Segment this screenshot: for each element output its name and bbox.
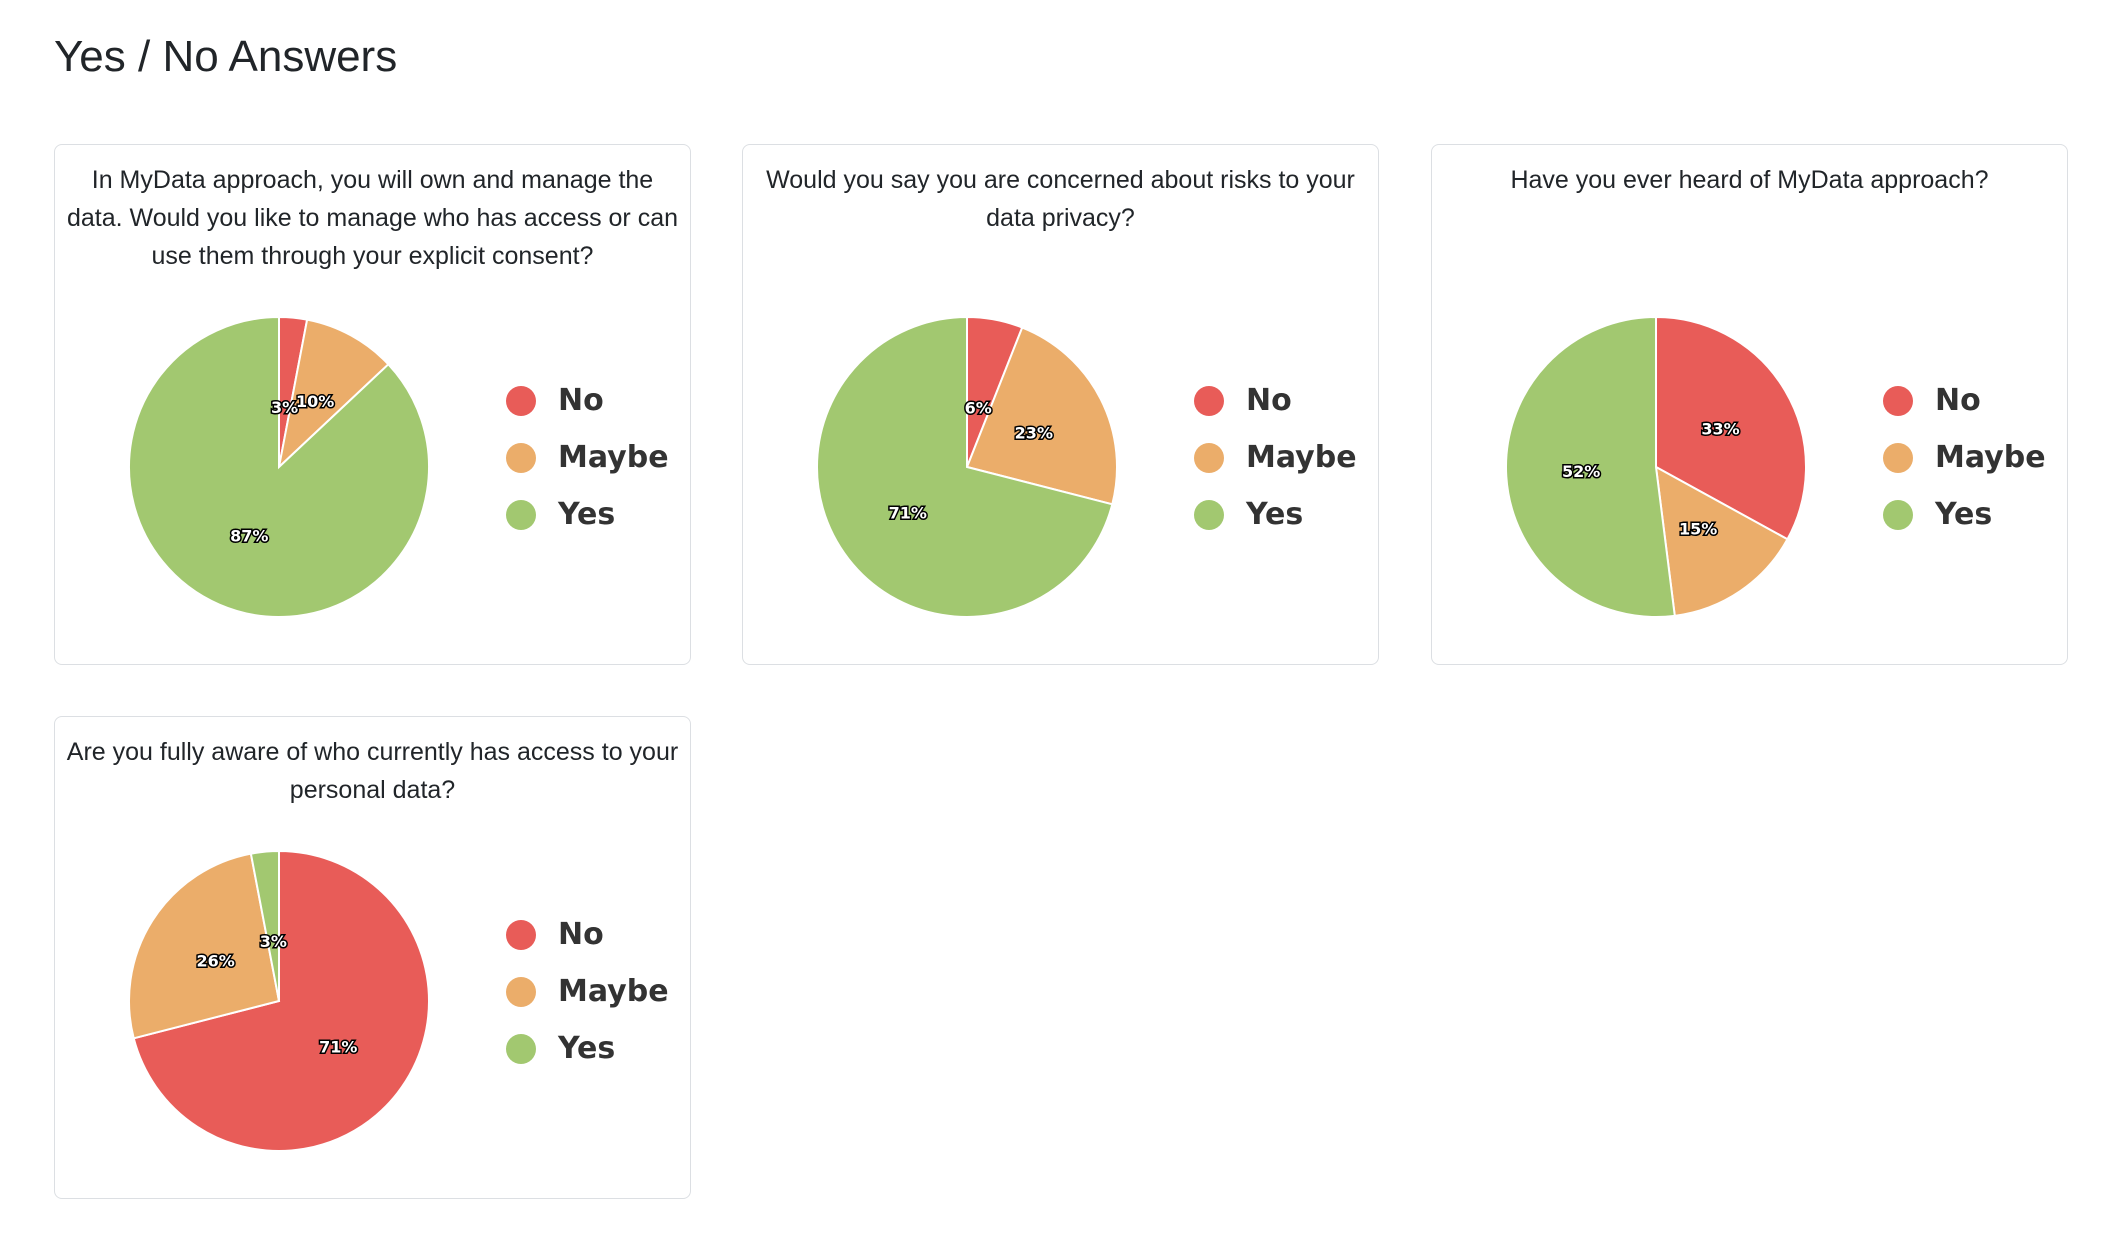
pie-slice-no (1655, 315, 1807, 541)
legend-label: Maybe (558, 440, 669, 475)
slice-label: 6% (965, 399, 992, 418)
legend-label: Yes (558, 1031, 616, 1066)
pie-slice-yes (816, 315, 1114, 618)
legend-label: Maybe (1246, 440, 1357, 475)
legend-label: No (558, 917, 604, 952)
legend-swatch (506, 499, 536, 530)
pie-slice-yes (1505, 315, 1676, 618)
legend-item-yes[interactable]: Yes (1883, 486, 2046, 543)
legend-swatch (506, 1033, 536, 1064)
pie-slice-maybe (965, 326, 1118, 506)
slice-label: 10% (296, 392, 334, 411)
legend-item-no[interactable]: No (506, 906, 669, 963)
pie-slice-yes (128, 315, 430, 618)
legend-swatch (506, 442, 536, 473)
legend-label: No (558, 383, 604, 418)
legend-swatch (1194, 442, 1224, 473)
slice-label: 23% (1015, 423, 1053, 442)
legend-label: No (1935, 383, 1981, 418)
legend-swatch (506, 976, 536, 1007)
legend-swatch (1883, 442, 1913, 473)
pie-chart: 71% 26% 3% (128, 849, 430, 1152)
legend: No Maybe Yes (1883, 372, 2046, 543)
legend-item-maybe[interactable]: Maybe (506, 429, 669, 486)
legend: No Maybe Yes (506, 372, 669, 543)
slice-label: 15% (1679, 520, 1717, 539)
pie-chart: 3%10% 87% (128, 315, 430, 618)
chart-question: Have you ever heard of MyData approach? (1510, 166, 1989, 194)
chart-question: In MyData approach, you will own and man… (67, 166, 678, 270)
slice-label: 87% (230, 526, 268, 545)
chart-card: In MyData approach, you will own and man… (54, 144, 691, 665)
slice-label: 71% (319, 1037, 357, 1056)
legend-item-maybe[interactable]: Maybe (1194, 429, 1357, 486)
legend: No Maybe Yes (506, 906, 669, 1077)
slice-label: 3% (260, 932, 287, 951)
legend-item-no[interactable]: No (1194, 372, 1357, 429)
slice-label: 71% (889, 503, 927, 522)
pie-slice-maybe (1654, 465, 1789, 617)
legend: No Maybe Yes (1194, 372, 1357, 543)
legend-swatch (1883, 385, 1913, 416)
legend-label: No (1246, 383, 1292, 418)
legend-item-maybe[interactable]: Maybe (506, 963, 669, 1020)
pie-slice-maybe (128, 852, 281, 1040)
slice-label: 26% (197, 951, 235, 970)
pie-slice-yes (249, 849, 280, 1002)
legend-label: Yes (558, 497, 616, 532)
legend-item-no[interactable]: No (506, 372, 669, 429)
pie-slice-maybe (277, 318, 390, 470)
chart-question: Are you fully aware of who currently has… (66, 738, 679, 804)
slice-label: 33% (1701, 419, 1739, 438)
legend-swatch (1194, 385, 1224, 416)
legend-swatch (506, 919, 536, 950)
legend-label: Yes (1246, 497, 1304, 532)
slice-label: 52% (1562, 462, 1600, 481)
legend-swatch (1194, 499, 1224, 530)
chart-card: Would you say you are concerned about ri… (742, 144, 1379, 665)
pie-slice-no (132, 849, 430, 1152)
legend-item-maybe[interactable]: Maybe (1883, 429, 2046, 486)
legend-item-no[interactable]: No (1883, 372, 2046, 429)
legend-item-yes[interactable]: Yes (506, 1020, 669, 1077)
chart-card: Have you ever heard of MyData approach? … (1431, 144, 2068, 665)
legend-swatch (506, 385, 536, 416)
legend-label: Maybe (1935, 440, 2046, 475)
chart-card: Are you fully aware of who currently has… (54, 716, 691, 1199)
page-title: Yes / No Answers (54, 32, 398, 81)
pie-chart: 33% 15% 52% (1505, 315, 1807, 618)
legend-item-yes[interactable]: Yes (506, 486, 669, 543)
legend-label: Yes (1935, 497, 1993, 532)
legend-item-yes[interactable]: Yes (1194, 486, 1357, 543)
legend-swatch (1883, 499, 1913, 530)
legend-label: Maybe (558, 974, 669, 1009)
slice-label: 3% (271, 398, 298, 417)
pie-chart: 6% 23% 71% (816, 315, 1118, 618)
chart-question: Would you say you are concerned about ri… (766, 166, 1355, 232)
